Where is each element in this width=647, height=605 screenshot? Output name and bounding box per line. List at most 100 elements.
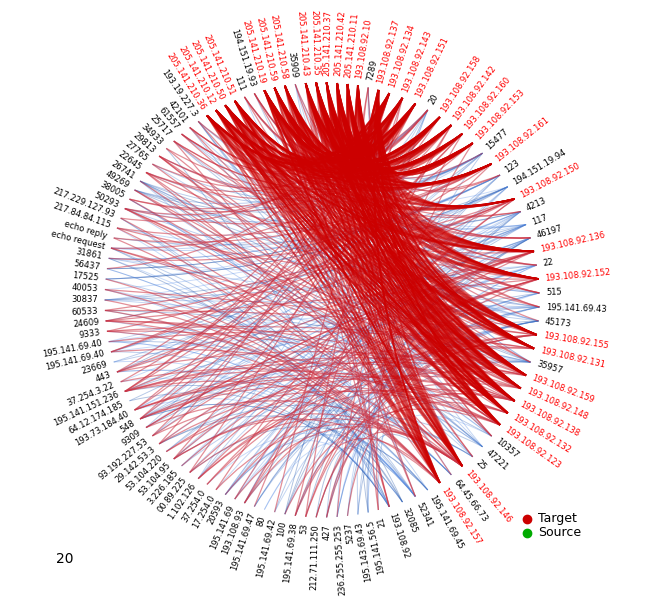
Text: 193.108.92.136: 193.108.92.136 bbox=[540, 231, 606, 254]
Text: 195.141.69.40: 195.141.69.40 bbox=[45, 349, 105, 372]
Text: 194.151.19.94: 194.151.19.94 bbox=[511, 148, 567, 187]
Text: 193.108.93: 193.108.93 bbox=[221, 508, 247, 555]
Text: 205.141.210.35: 205.141.210.35 bbox=[310, 10, 320, 76]
Text: 20593: 20593 bbox=[206, 499, 226, 526]
Text: 111: 111 bbox=[232, 74, 247, 92]
Text: 53.104.220: 53.104.220 bbox=[124, 453, 164, 492]
Text: 205.141.210.37: 205.141.210.37 bbox=[322, 10, 333, 76]
Text: 193.108.92.159: 193.108.92.159 bbox=[531, 373, 596, 405]
Text: 37.254.3.22: 37.254.3.22 bbox=[66, 380, 116, 407]
Text: 22: 22 bbox=[543, 258, 554, 269]
Text: 42101: 42101 bbox=[166, 99, 189, 125]
Text: 205.141.210.19: 205.141.210.19 bbox=[241, 19, 267, 85]
Text: 195.141.69.43: 195.141.69.43 bbox=[546, 302, 607, 313]
Text: 26741: 26741 bbox=[110, 159, 137, 181]
Text: 25: 25 bbox=[474, 459, 488, 473]
Text: 47221: 47221 bbox=[485, 448, 510, 473]
Text: 4213: 4213 bbox=[525, 196, 548, 213]
Text: 193.108.92.142: 193.108.92.142 bbox=[452, 64, 498, 122]
Text: echo reply: echo reply bbox=[63, 219, 109, 240]
Text: 193.108.92.148: 193.108.92.148 bbox=[525, 387, 589, 422]
Text: 7289: 7289 bbox=[365, 59, 378, 82]
Text: 205.141.210.36: 205.141.210.36 bbox=[165, 51, 207, 112]
Text: 49269: 49269 bbox=[104, 169, 131, 191]
Text: 195.141.56.5: 195.141.56.5 bbox=[365, 518, 386, 574]
Text: 30837: 30837 bbox=[71, 295, 98, 304]
Text: 46197: 46197 bbox=[536, 224, 564, 240]
Text: 117: 117 bbox=[531, 212, 549, 226]
Text: 217.229.127.93: 217.229.127.93 bbox=[52, 186, 116, 220]
Text: 205.141.210.58: 205.141.210.58 bbox=[268, 13, 288, 80]
Text: 217.84.84.115: 217.84.84.115 bbox=[52, 201, 112, 230]
Text: 193.108.92.155: 193.108.92.155 bbox=[543, 332, 609, 351]
Text: 35909: 35909 bbox=[287, 51, 299, 78]
Text: 23669: 23669 bbox=[80, 359, 109, 376]
Text: 193.108.92.151: 193.108.92.151 bbox=[414, 36, 450, 99]
Text: 35957: 35957 bbox=[536, 360, 564, 376]
Text: 193.108.92.10: 193.108.92.10 bbox=[355, 18, 373, 80]
Text: 548: 548 bbox=[118, 419, 137, 435]
Text: 56437: 56437 bbox=[73, 260, 101, 272]
Text: 00.89.225: 00.89.225 bbox=[157, 475, 189, 514]
Text: 195.141.69.47: 195.141.69.47 bbox=[229, 512, 256, 572]
Text: 64.12.174.185: 64.12.174.185 bbox=[67, 400, 126, 436]
Text: 193.108.92.153: 193.108.92.153 bbox=[474, 88, 527, 142]
Text: 29813: 29813 bbox=[131, 131, 157, 155]
Text: 443: 443 bbox=[94, 370, 112, 384]
Text: 515: 515 bbox=[546, 288, 562, 297]
Text: 193.108.92.150: 193.108.92.150 bbox=[518, 161, 581, 200]
Text: 9309: 9309 bbox=[121, 428, 143, 448]
Text: 205.141.210.50: 205.141.210.50 bbox=[189, 39, 226, 101]
Text: 1.102.126: 1.102.126 bbox=[167, 482, 198, 522]
Text: 29.142.53.3: 29.142.53.3 bbox=[113, 445, 157, 485]
Text: 193.108.92.132: 193.108.92.132 bbox=[511, 413, 572, 455]
Text: 427: 427 bbox=[322, 524, 331, 540]
Text: 27765: 27765 bbox=[124, 140, 150, 163]
Text: 193.19.227.3: 193.19.227.3 bbox=[159, 68, 198, 119]
Text: 50293: 50293 bbox=[93, 191, 120, 210]
Text: 64.45.66.73: 64.45.66.73 bbox=[452, 477, 489, 523]
Text: 195.141.151.236: 195.141.151.236 bbox=[52, 390, 120, 428]
Text: 52341: 52341 bbox=[414, 500, 433, 528]
Text: 45173: 45173 bbox=[545, 317, 572, 329]
Text: 193.73.184.40: 193.73.184.40 bbox=[74, 410, 131, 448]
Text: 9333: 9333 bbox=[78, 328, 101, 340]
Text: 10357: 10357 bbox=[494, 437, 520, 460]
Text: 15477: 15477 bbox=[485, 128, 510, 152]
Text: 193.108.92.137: 193.108.92.137 bbox=[376, 18, 402, 85]
Text: 236.255.255.253: 236.255.255.253 bbox=[333, 523, 347, 595]
Text: 17525: 17525 bbox=[72, 272, 100, 283]
Text: 38005: 38005 bbox=[98, 180, 126, 200]
Text: 93.192.227.53: 93.192.227.53 bbox=[97, 437, 150, 482]
Text: 60533: 60533 bbox=[71, 306, 98, 316]
Text: 193.108.92.143: 193.108.92.143 bbox=[400, 28, 433, 93]
Text: 31861: 31861 bbox=[75, 247, 103, 261]
Text: 193.108.92: 193.108.92 bbox=[387, 512, 410, 560]
Text: Target: Target bbox=[538, 512, 577, 526]
Text: 205.141.210.12: 205.141.210.12 bbox=[177, 45, 217, 106]
Text: 212.71.111.250: 212.71.111.250 bbox=[310, 524, 320, 590]
Text: 34933: 34933 bbox=[139, 122, 164, 147]
Text: 32085: 32085 bbox=[400, 506, 419, 535]
Text: 193.108.92.146: 193.108.92.146 bbox=[463, 468, 512, 525]
Text: 205.141.210.11: 205.141.210.11 bbox=[344, 11, 360, 78]
Text: 24609: 24609 bbox=[72, 317, 100, 329]
Text: 53.104.95: 53.104.95 bbox=[137, 461, 172, 498]
Text: 3.226.185: 3.226.185 bbox=[146, 468, 181, 506]
Text: 193.108.92.161: 193.108.92.161 bbox=[494, 115, 551, 163]
Text: 193.108.92.157: 193.108.92.157 bbox=[440, 486, 483, 546]
Text: 20: 20 bbox=[427, 93, 440, 106]
Text: 17.254.0: 17.254.0 bbox=[191, 494, 217, 530]
Text: 195.141.69.42: 195.141.69.42 bbox=[256, 518, 278, 579]
Text: 193.108.92.138: 193.108.92.138 bbox=[518, 400, 581, 439]
Text: 40053: 40053 bbox=[72, 283, 98, 293]
Text: 193.108.92.160: 193.108.92.160 bbox=[463, 75, 512, 131]
Text: 80: 80 bbox=[256, 515, 267, 528]
Text: 61557: 61557 bbox=[157, 106, 181, 132]
Text: 5237: 5237 bbox=[344, 522, 355, 544]
Text: 195.141.69.45: 195.141.69.45 bbox=[427, 494, 465, 551]
Text: 123: 123 bbox=[503, 159, 521, 175]
Text: 193.108.92.134: 193.108.92.134 bbox=[387, 22, 416, 88]
Text: 205.141.210.51: 205.141.210.51 bbox=[202, 33, 236, 96]
Text: 205.141.210.42: 205.141.210.42 bbox=[333, 10, 347, 77]
